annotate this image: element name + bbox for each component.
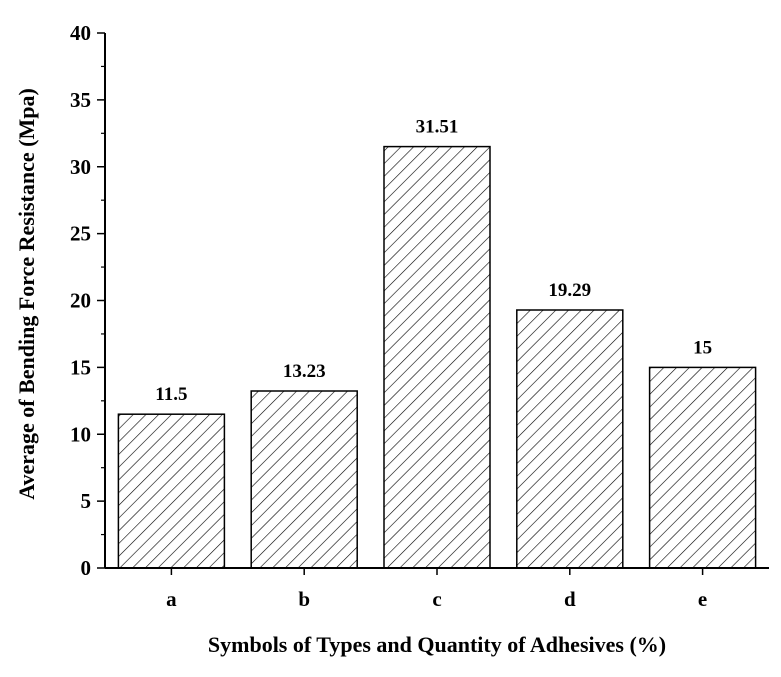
y-tick-label-30: 30 (70, 155, 91, 179)
y-tick-label-15: 15 (70, 355, 91, 379)
y-tick-label-25: 25 (70, 222, 91, 246)
x-tick-label-b: b (298, 587, 310, 611)
data-label-e: 15 (693, 337, 712, 358)
y-axis-title: Average of Bending Force Resistance (Mpa… (14, 88, 39, 500)
bar-a (117, 413, 226, 569)
y-tick-label-35: 35 (70, 88, 91, 112)
bar-c (383, 145, 491, 569)
data-label-d: 19.29 (548, 280, 591, 301)
x-tick-label-d: d (564, 587, 576, 611)
bar-d (516, 309, 624, 569)
bars-layer: 11.5 13.23 31.51 19.29 15 (117, 117, 757, 569)
bar-e (648, 366, 757, 569)
y-tick-label-5: 5 (81, 489, 92, 513)
y-tick-label-0: 0 (81, 556, 92, 580)
x-axis-title: Symbols of Types and Quantity of Adhesiv… (208, 632, 666, 657)
data-label-b: 13.23 (283, 361, 326, 382)
y-tick-label-40: 40 (70, 21, 91, 45)
data-label-a: 11.5 (155, 384, 187, 405)
y-tick-label-10: 10 (70, 422, 91, 446)
y-tick-label-20: 20 (70, 289, 91, 313)
x-tick-label-e: e (698, 587, 707, 611)
axes-layer: a b c d e 0 5 10 15 20 25 30 35 40 (70, 21, 769, 611)
data-label-c: 31.51 (416, 117, 459, 138)
bar-b (250, 390, 358, 569)
x-tick-label-a: a (166, 587, 177, 611)
x-tick-label-c: c (432, 587, 441, 611)
